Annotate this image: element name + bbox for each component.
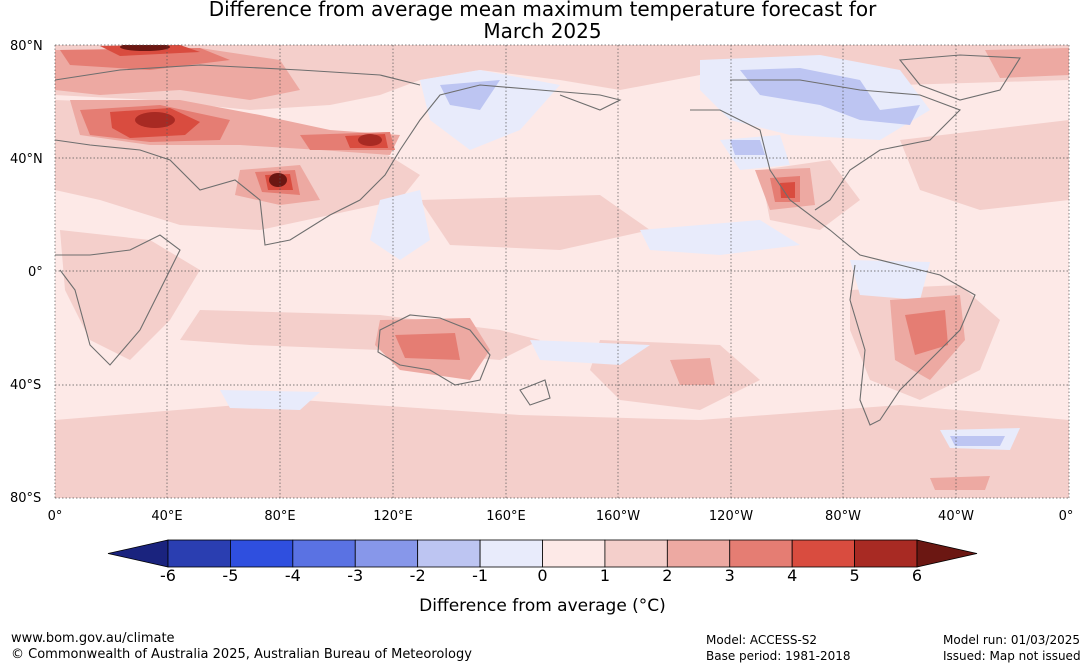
issued-text: Issued: Map not issued — [943, 649, 1081, 663]
lon-label-80e: 80°E — [264, 509, 296, 524]
colorbar-label: Difference from average (°C) — [419, 596, 666, 616]
colorbar-tick-label: -5 — [222, 566, 239, 585]
base-period-text: Base period: 1981-2018 — [706, 649, 851, 663]
colorbar-tick-label: 4 — [787, 566, 798, 585]
lon-label-120e: 120°E — [373, 509, 413, 524]
lon-label-0: 0° — [47, 509, 63, 524]
lon-label-40e: 40°E — [151, 509, 183, 524]
colorbar-tick-label: -2 — [409, 566, 426, 585]
lon-label-120w: 120°W — [708, 509, 754, 524]
colorbar-swatch — [666, 539, 731, 568]
lat-label-80s: 80°S — [10, 491, 42, 506]
map-title: Difference from average mean maximum tem… — [208, 0, 877, 21]
colorbar-extend-low — [107, 539, 169, 568]
colorbar-tick-label: 3 — [724, 566, 735, 585]
lat-label-0: 0° — [28, 265, 43, 280]
colorbar-swatch — [604, 539, 668, 568]
colorbar-swatch — [417, 539, 481, 568]
colorbar-tick-label: 6 — [911, 566, 923, 585]
lon-label-40w: 40°W — [938, 509, 974, 524]
lon-label-80w: 80°W — [825, 509, 861, 524]
colorbar-swatch — [854, 539, 918, 568]
model-run-text: Model run: 01/03/2025 — [943, 633, 1081, 647]
colorbar-tick-label: -6 — [160, 566, 176, 585]
lat-label-80n: 80°N — [10, 39, 43, 54]
colorbar-extend-high — [916, 539, 978, 568]
colorbar-swatch — [729, 539, 793, 568]
colorbar-tick-label: 5 — [849, 566, 860, 585]
colorbar-tick-label: -3 — [347, 566, 364, 585]
colorbar-swatch — [292, 539, 356, 568]
colorbar-swatch — [230, 539, 294, 568]
lon-label-160e: 160°E — [486, 509, 526, 524]
model-text: Model: ACCESS-S2 — [706, 633, 818, 647]
colorbar-swatch — [354, 539, 419, 568]
colorbar-tick-label: 2 — [662, 566, 673, 585]
colorbar-tick-label: -1 — [472, 566, 489, 585]
colorbar-tick-label: -4 — [284, 566, 301, 585]
copyright-text: © Commonwealth of Australia 2025, Austra… — [11, 647, 472, 662]
lat-label-40s: 40°S — [10, 378, 42, 393]
map-subtitle: March 2025 — [483, 19, 602, 43]
colorbar-tick-label: 0 — [537, 566, 548, 585]
colorbar-tick-label: 1 — [599, 566, 610, 585]
lat-label-40n: 40°N — [10, 152, 43, 167]
website-text: www.bom.gov.au/climate — [11, 631, 175, 646]
lon-label-0-east: 0° — [1058, 509, 1074, 524]
colorbar-swatch — [791, 539, 855, 568]
graticule — [54, 44, 1070, 499]
colorbar-swatch — [542, 539, 606, 568]
colorbar-swatch — [479, 539, 543, 568]
lon-label-160w: 160°W — [595, 509, 641, 524]
map-fill — [55, 45, 1069, 498]
colorbar-swatch — [167, 539, 231, 568]
